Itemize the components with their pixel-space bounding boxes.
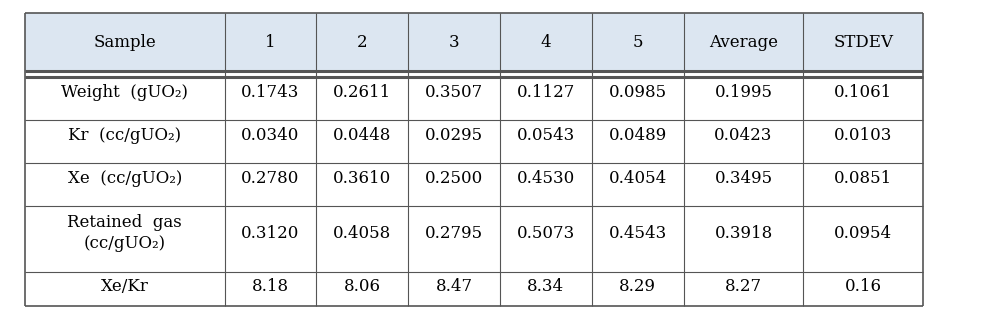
Text: 0.3120: 0.3120	[242, 225, 299, 242]
Text: Xe  (cc/gUO₂): Xe (cc/gUO₂)	[68, 170, 182, 187]
Text: 0.0448: 0.0448	[333, 127, 391, 144]
Text: 0.1127: 0.1127	[517, 84, 575, 101]
Text: 0.4543: 0.4543	[609, 225, 667, 242]
Text: Retained  gas
(cc/gUO₂): Retained gas (cc/gUO₂)	[68, 214, 182, 252]
Text: 0.0851: 0.0851	[834, 170, 892, 187]
Text: 0.1743: 0.1743	[242, 84, 299, 101]
Text: Average: Average	[709, 34, 778, 51]
Text: 0.1061: 0.1061	[834, 84, 892, 101]
Text: 0.0489: 0.0489	[609, 127, 667, 144]
Text: Xe/Kr: Xe/Kr	[101, 278, 149, 295]
Text: 0.0295: 0.0295	[425, 127, 483, 144]
Text: 0.2611: 0.2611	[333, 84, 391, 101]
Text: 8.47: 8.47	[435, 278, 473, 295]
Text: 0.3918: 0.3918	[715, 225, 772, 242]
Text: Weight  (gUO₂): Weight (gUO₂)	[61, 84, 189, 101]
Text: 0.2780: 0.2780	[242, 170, 299, 187]
Text: 0.0954: 0.0954	[834, 225, 892, 242]
Text: 0.0103: 0.0103	[834, 127, 892, 144]
Text: 0.4530: 0.4530	[517, 170, 575, 187]
Text: 0.1995: 0.1995	[715, 84, 772, 101]
Text: 8.27: 8.27	[725, 278, 762, 295]
Text: 8.34: 8.34	[527, 278, 565, 295]
Text: 0.0543: 0.0543	[517, 127, 575, 144]
Text: 8.18: 8.18	[251, 278, 289, 295]
Text: STDEV: STDEV	[833, 34, 893, 51]
Text: 0.4058: 0.4058	[333, 225, 391, 242]
Text: 0.0423: 0.0423	[715, 127, 772, 144]
Text: 0.3507: 0.3507	[425, 84, 483, 101]
Text: 0.2795: 0.2795	[425, 225, 483, 242]
Text: Kr  (cc/gUO₂): Kr (cc/gUO₂)	[68, 127, 182, 144]
Text: 0.0985: 0.0985	[609, 84, 667, 101]
Text: 1: 1	[265, 34, 275, 51]
Text: 3: 3	[449, 34, 459, 51]
Text: Sample: Sample	[94, 34, 156, 51]
Text: 0.16: 0.16	[844, 278, 882, 295]
Text: 0.2500: 0.2500	[425, 170, 483, 187]
Text: 8.29: 8.29	[619, 278, 657, 295]
Text: 0.5073: 0.5073	[517, 225, 575, 242]
Text: 5: 5	[633, 34, 643, 51]
Text: 8.06: 8.06	[343, 278, 381, 295]
Text: 0.0340: 0.0340	[242, 127, 299, 144]
Text: 0.3495: 0.3495	[715, 170, 772, 187]
Text: 4: 4	[541, 34, 551, 51]
Bar	[25, 13, 923, 71]
Text: 2: 2	[357, 34, 367, 51]
Text: 0.3610: 0.3610	[333, 170, 391, 187]
Text: 0.4054: 0.4054	[609, 170, 667, 187]
